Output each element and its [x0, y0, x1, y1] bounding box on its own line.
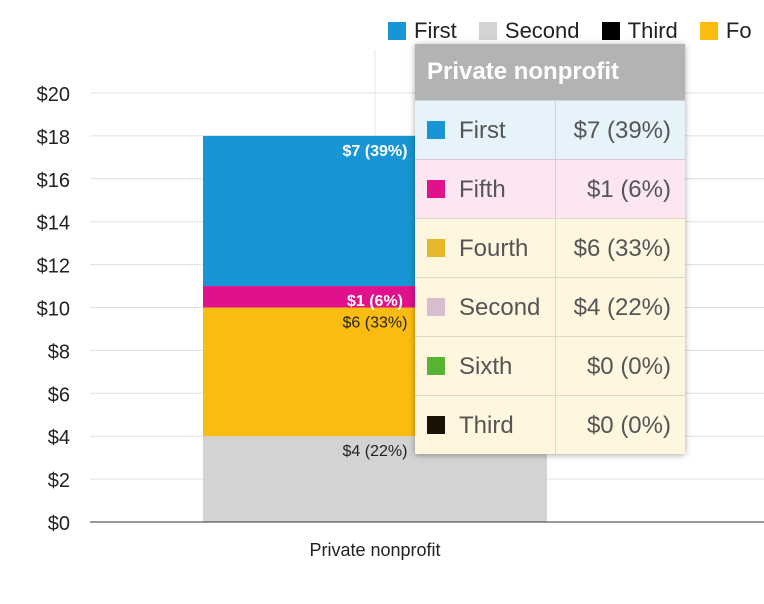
legend-item-first[interactable]: First	[388, 18, 457, 44]
tooltip-row-fourth: Fourth $6 (33%)	[415, 218, 685, 277]
x-tick-label: Private nonprofit	[309, 540, 440, 560]
y-tick-label: $8	[48, 341, 70, 363]
swatch-icon	[427, 121, 445, 139]
legend-swatch	[699, 22, 718, 40]
legend-item-third[interactable]: Third	[601, 18, 678, 44]
y-tick-label: $16	[37, 170, 70, 192]
y-tick-label: $6	[48, 384, 70, 406]
tooltip-series-name: Second	[459, 294, 541, 321]
legend-swatch	[601, 22, 620, 40]
legend-label: Third	[627, 18, 678, 43]
tooltip-row-fifth: Fifth $1 (6%)	[415, 159, 685, 218]
swatch-icon	[427, 239, 445, 257]
legend-label: Fo	[725, 18, 752, 43]
y-tick-label: $10	[37, 299, 70, 321]
y-tick-label: $0	[48, 513, 70, 535]
tooltip-series-name: Fifth	[459, 176, 506, 203]
tooltip-series-value: $0 (0%)	[586, 412, 671, 439]
tooltip-row-sixth: Sixth $0 (0%)	[415, 336, 685, 395]
tooltip-row-third: Third $0 (0%)	[415, 395, 685, 454]
tooltip-series-value: $4 (22%)	[573, 294, 671, 321]
legend-item-second[interactable]: Second	[478, 18, 580, 44]
y-tick-label: $20	[37, 84, 70, 106]
tooltip-title: Private nonprofit	[415, 44, 685, 100]
tooltip-series-name: Fourth	[459, 235, 529, 262]
legend-swatch	[388, 22, 406, 40]
tooltip-series-name: Sixth	[459, 353, 513, 380]
tooltip: Private nonprofit First $7 (39%) Fifth $1 …	[415, 44, 685, 454]
legend-swatch	[478, 22, 497, 40]
tooltip-series-name: Third	[459, 412, 514, 439]
tooltip-row-first: First $7 (39%)	[415, 100, 685, 159]
y-tick-label: $2	[48, 470, 70, 492]
data-label: $6 (33%)	[343, 315, 408, 332]
y-tick-label: $12	[37, 256, 70, 278]
swatch-icon	[427, 357, 445, 375]
tooltip-series-value: $0 (0%)	[586, 353, 671, 380]
data-label: $4 (22%)	[343, 443, 408, 460]
tooltip-row-second: Second $4 (22%)	[415, 277, 685, 336]
swatch-icon	[427, 298, 445, 316]
legend: First Second Third Fo	[388, 18, 764, 44]
y-tick-label: $4	[48, 427, 70, 449]
tooltip-series-value: $1 (6%)	[586, 176, 671, 203]
y-tick-label: $14	[37, 213, 70, 235]
tooltip-series-value: $7 (39%)	[573, 117, 671, 144]
legend-label: Second	[504, 18, 580, 43]
data-label: $7 (39%)	[343, 143, 408, 160]
swatch-icon	[427, 180, 445, 198]
swatch-icon	[427, 416, 445, 434]
legend-label: First	[414, 18, 457, 43]
y-tick-label: $18	[37, 127, 70, 149]
tooltip-series-value: $6 (33%)	[573, 235, 671, 262]
tooltip-series-name: First	[459, 117, 506, 144]
data-label: $1 (6%)	[347, 293, 403, 310]
legend-item-fourth[interactable]: Fo	[699, 18, 752, 44]
